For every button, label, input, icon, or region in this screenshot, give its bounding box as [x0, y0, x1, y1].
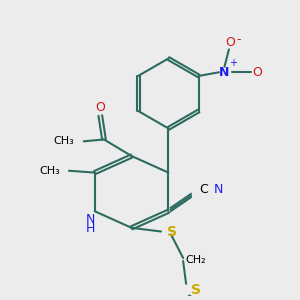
Text: CH₂: CH₂: [185, 255, 206, 265]
Text: CH₃: CH₃: [53, 136, 74, 146]
Text: N: N: [86, 213, 95, 226]
Text: +: +: [229, 58, 237, 68]
Text: O: O: [95, 101, 105, 114]
Text: S: S: [167, 224, 177, 239]
Text: C: C: [200, 183, 208, 196]
Text: S: S: [190, 284, 200, 297]
Text: H: H: [86, 222, 95, 235]
Text: -: -: [236, 33, 241, 46]
Text: O: O: [225, 36, 235, 49]
Text: N: N: [213, 183, 223, 196]
Text: O: O: [252, 66, 262, 79]
Text: CH₃: CH₃: [39, 166, 60, 176]
Text: N: N: [219, 66, 230, 79]
